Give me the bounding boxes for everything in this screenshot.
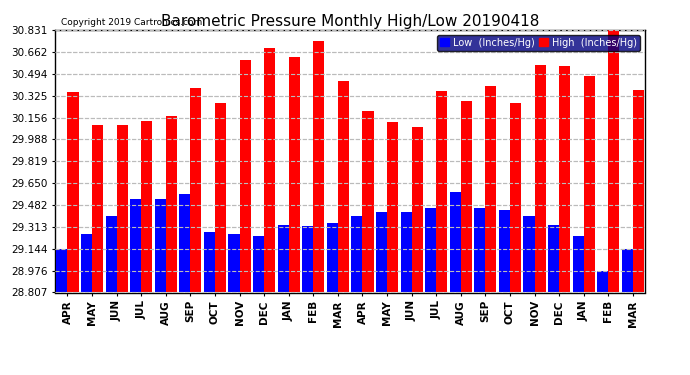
Bar [474,208,485,292]
Bar [338,81,349,292]
Bar [461,102,472,292]
Bar [117,125,128,292]
Bar [302,226,313,292]
Bar [57,249,68,292]
Bar [622,249,633,292]
Bar [264,48,275,292]
Bar [228,234,239,292]
Bar [387,122,398,292]
Bar [425,208,436,292]
Bar [510,103,521,292]
Bar [559,66,570,292]
Bar [450,192,461,292]
Bar [412,128,423,292]
Bar [288,57,299,292]
Bar [313,40,324,292]
Bar [573,236,584,292]
Title: Barometric Pressure Monthly High/Low 20190418: Barometric Pressure Monthly High/Low 201… [161,14,540,29]
Bar [524,216,535,292]
Bar [130,199,141,292]
Bar [633,90,644,292]
Bar [155,199,166,292]
Bar [106,216,117,292]
Bar [179,194,190,292]
Bar [92,125,103,292]
Bar [68,92,79,292]
Bar [277,225,288,292]
Bar [401,212,412,292]
Bar [436,91,447,292]
Bar [141,121,152,292]
Bar [166,116,177,292]
Bar [584,75,595,292]
Bar [81,234,92,292]
Bar [327,224,338,292]
Bar [253,236,264,292]
Bar [204,232,215,292]
Bar [548,225,559,292]
Bar [499,210,510,292]
Bar [535,65,546,292]
Legend: Low  (Inches/Hg), High  (Inches/Hg): Low (Inches/Hg), High (Inches/Hg) [437,35,640,51]
Bar [215,103,226,292]
Bar [351,216,362,292]
Bar [485,86,496,292]
Bar [239,60,250,292]
Bar [376,212,387,292]
Bar [190,88,201,292]
Bar [362,111,373,292]
Bar [609,30,620,292]
Text: Copyright 2019 Cartronics.com: Copyright 2019 Cartronics.com [61,18,202,27]
Bar [598,272,609,292]
